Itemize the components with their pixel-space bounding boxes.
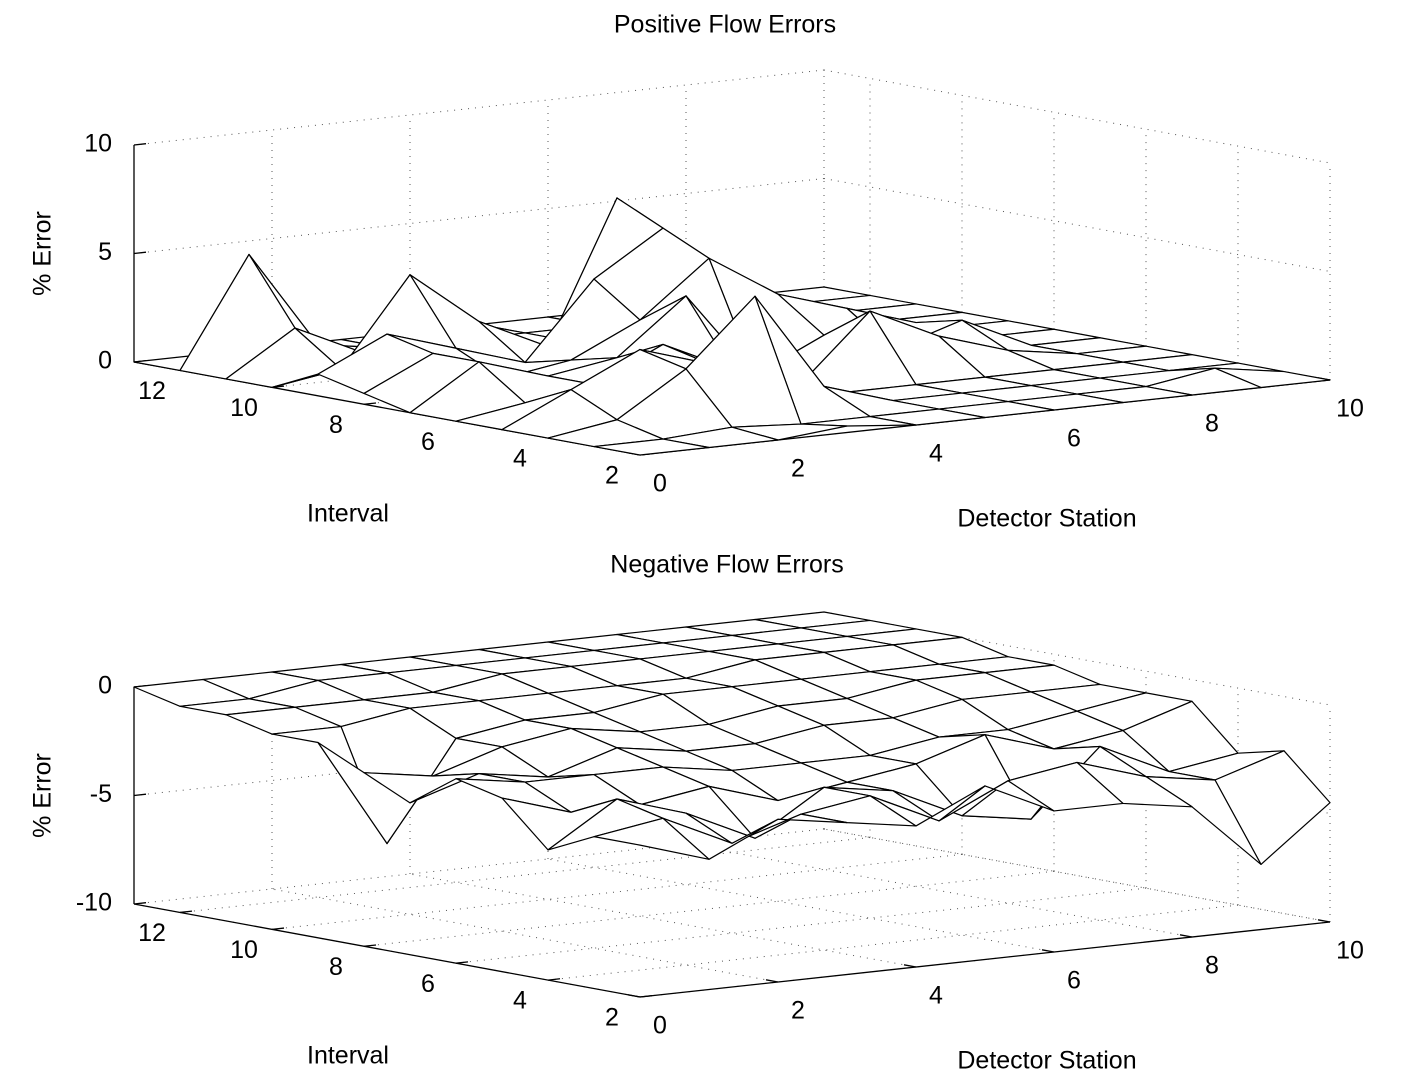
z-tick-label: 0	[98, 347, 112, 375]
x-axis	[639, 921, 1331, 998]
z-tick	[133, 143, 147, 146]
z-tick	[133, 251, 147, 255]
x-tick-label: 8	[1205, 410, 1219, 438]
z-tick-label: 0	[98, 672, 112, 700]
x-tick-label: 0	[653, 1012, 667, 1040]
grid-line	[133, 178, 825, 254]
grid-line	[271, 888, 779, 983]
y-tick-label: 4	[513, 445, 527, 473]
y-tick-label: 10	[230, 936, 258, 964]
y-tick	[455, 961, 469, 964]
y-tick-label: 6	[421, 428, 435, 456]
grid-line	[547, 858, 1055, 953]
x-tick	[1041, 949, 1055, 953]
x-tick	[1317, 919, 1331, 923]
grid-line	[271, 853, 963, 930]
x-tick-label: 6	[1067, 967, 1081, 995]
y-tick-label: 12	[138, 377, 166, 405]
x-axis-label: Detector Station	[957, 505, 1136, 533]
x-axis-label: Detector Station	[957, 1047, 1136, 1075]
z-tick-label: -10	[76, 889, 112, 917]
y-tick	[639, 995, 653, 998]
grid-line	[547, 904, 1239, 981]
grid-line	[409, 873, 917, 968]
z-axis-label: % Error	[29, 753, 57, 838]
x-tick-label: 0	[653, 470, 667, 498]
z-axis-label: % Error	[29, 211, 57, 296]
y-tick-label: 2	[605, 1004, 619, 1032]
y-tick	[179, 910, 193, 914]
y-tick-label: 10	[230, 394, 258, 422]
y-tick	[271, 927, 285, 931]
y-axis	[133, 903, 641, 998]
z-tick-label: 10	[84, 130, 112, 158]
surface-face	[593, 817, 710, 860]
y-tick-label: 8	[329, 953, 343, 981]
y-tick-label: 6	[421, 970, 435, 998]
y-tick-label: 4	[513, 987, 527, 1015]
x-tick-label: 10	[1336, 395, 1364, 423]
grid-line	[133, 69, 825, 146]
x-tick-label: 4	[929, 982, 943, 1010]
grid-line	[363, 870, 1055, 947]
x-tick	[627, 994, 641, 998]
z-tick	[133, 793, 147, 797]
x-tick-label: 10	[1336, 937, 1364, 965]
y-tick	[363, 402, 377, 405]
grid-line	[823, 69, 1331, 164]
y-tick	[363, 944, 377, 947]
x-tick-label: 2	[791, 997, 805, 1025]
x-tick	[1179, 934, 1193, 938]
z-tick	[133, 902, 147, 905]
y-tick-label: 2	[605, 462, 619, 490]
grid-line	[179, 836, 871, 913]
x-tick	[765, 979, 779, 983]
surface-face	[593, 438, 710, 456]
y-tick-label: 8	[329, 411, 343, 439]
y-tick	[547, 978, 561, 981]
chart-title: Negative Flow Errors	[610, 551, 843, 579]
x-tick-label: 6	[1067, 425, 1081, 453]
z-tick-label: 5	[98, 238, 112, 266]
x-tick-label: 4	[929, 440, 943, 468]
grid-line	[823, 178, 1331, 272]
x-tick-label: 2	[791, 455, 805, 483]
z-tick-label: -5	[90, 780, 112, 808]
y-axis-label: Interval	[307, 1042, 389, 1070]
y-tick-label: 12	[138, 919, 166, 947]
x-tick-label: 8	[1205, 952, 1219, 980]
y-axis-label: Interval	[307, 500, 389, 528]
grid-line	[455, 887, 1147, 964]
grid-line	[685, 843, 1193, 938]
chart-title: Positive Flow Errors	[614, 11, 836, 39]
x-tick	[903, 964, 917, 968]
